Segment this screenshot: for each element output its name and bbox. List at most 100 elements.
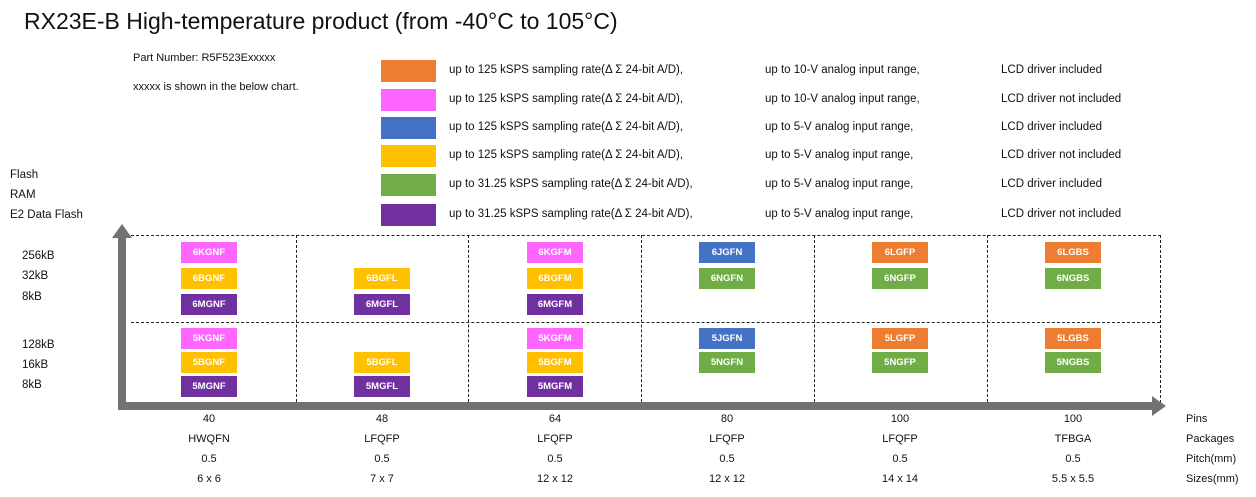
product-chip: 6NGFN (699, 268, 755, 289)
legend-swatch-blue (381, 117, 436, 139)
x-pitch-label: 0.5 (719, 453, 735, 465)
legend-range: up to 10-V analog input range, (765, 64, 920, 76)
product-chip: 6KGNF (181, 242, 237, 263)
legend-lcd: LCD driver included (1001, 178, 1102, 190)
product-chip: 5NGBS (1045, 352, 1101, 373)
product-chip: 5MGFM (527, 376, 583, 397)
product-chip: 6NGFP (872, 268, 928, 289)
x-size-label: 12 x 12 (708, 473, 746, 485)
y-row-label: 256kB (22, 250, 55, 262)
legend-range: up to 5-V analog input range, (765, 121, 914, 133)
x-package-label: HWQFN (188, 433, 230, 445)
x-size-label: 12 x 12 (536, 473, 574, 485)
x-pins-label: 48 (375, 413, 389, 425)
product-chip: 6MGFL (354, 294, 410, 315)
product-chip: 5KGNF (181, 328, 237, 349)
legend-rate: up to 125 kSPS sampling rate(Δ Σ 24-bit … (449, 149, 684, 161)
grid-column-divider (468, 235, 469, 407)
grid-column-divider (987, 235, 988, 407)
product-chip: 6MGFM (527, 294, 583, 315)
x-row-label: Pins (1186, 413, 1208, 425)
y-label-ram: RAM (10, 189, 36, 201)
page-title: RX23E-B High-temperature product (from -… (24, 8, 618, 34)
product-chip: 5NGFN (699, 352, 755, 373)
x-pitch-label: 0.5 (1065, 453, 1081, 465)
legend-range: up to 5-V analog input range, (765, 208, 914, 220)
legend-range: up to 5-V analog input range, (765, 178, 914, 190)
y-label-flash: Flash (10, 169, 39, 181)
legend-rate: up to 125 kSPS sampling rate(Δ Σ 24-bit … (449, 64, 684, 76)
part-note: xxxxx is shown in the below chart. (133, 81, 299, 93)
product-chip: 6BGFL (354, 268, 410, 289)
y-row-label: 32kB (22, 270, 49, 282)
legend-rate: up to 125 kSPS sampling rate(Δ Σ 24-bit … (449, 93, 684, 105)
y-axis-arrow (112, 224, 132, 410)
part-number: Part Number: R5F523Exxxxx (133, 52, 276, 64)
product-chip: 5BGFM (527, 352, 583, 373)
x-pitch-label: 0.5 (892, 453, 908, 465)
product-chip: 6JGFN (699, 242, 755, 263)
legend-lcd: LCD driver not included (1001, 93, 1122, 105)
legend-swatch-pink (381, 89, 436, 111)
legend-rate: up to 31.25 kSPS sampling rate(Δ Σ 24-bi… (449, 208, 693, 220)
x-pitch-label: 0.5 (374, 453, 390, 465)
x-pins-label: 40 (202, 413, 216, 425)
x-pins-label: 100 (890, 413, 910, 425)
product-chip: 5MGFL (354, 376, 410, 397)
product-chip: 5NGFP (872, 352, 928, 373)
legend-swatch-yellow (381, 145, 436, 167)
x-size-label: 14 x 14 (881, 473, 919, 485)
legend-swatch-orange (381, 60, 436, 82)
legend-lcd: LCD driver not included (1001, 208, 1122, 220)
product-chip: 6BGNF (181, 268, 237, 289)
x-package-label: LFQFP (882, 433, 918, 445)
product-chip: 5KGFM (527, 328, 583, 349)
y-row-label: 8kB (22, 291, 42, 303)
x-package-label: LFQFP (537, 433, 573, 445)
legend-lcd: LCD driver included (1001, 121, 1102, 133)
x-size-label: 7 x 7 (370, 473, 394, 485)
legend-range: up to 10-V analog input range, (765, 93, 920, 105)
x-size-label: 5.5 x 5.5 (1051, 473, 1095, 485)
grid-column-divider (814, 235, 815, 407)
x-row-label: Packages (1186, 433, 1235, 445)
product-chip: 5LGFP (872, 328, 928, 349)
grid-column-divider (296, 235, 297, 407)
y-row-label: 8kB (22, 379, 42, 391)
grid-divider (131, 322, 1160, 323)
y-label-e2: E2 Data Flash (10, 209, 83, 221)
x-package-label: LFQFP (364, 433, 400, 445)
x-size-label: 6 x 6 (197, 473, 221, 485)
product-chip: 5JGFN (699, 328, 755, 349)
product-chip: 5MGNF (181, 376, 237, 397)
product-chip: 6LGBS (1045, 242, 1101, 263)
x-pitch-label: 0.5 (547, 453, 563, 465)
x-row-label: Sizes(mm) (1186, 473, 1239, 485)
product-chip: 6MGNF (181, 294, 237, 315)
y-row-label: 128kB (22, 339, 55, 351)
x-package-label: TFBGA (1054, 433, 1092, 445)
legend-lcd: LCD driver not included (1001, 149, 1122, 161)
product-chip: 6KGFM (527, 242, 583, 263)
x-row-label: Pitch(mm) (1186, 453, 1237, 465)
x-axis-arrow (118, 396, 1166, 416)
legend-rate: up to 125 kSPS sampling rate(Δ Σ 24-bit … (449, 121, 684, 133)
x-pins-label: 80 (720, 413, 734, 425)
x-pins-label: 64 (548, 413, 562, 425)
x-pitch-label: 0.5 (201, 453, 217, 465)
legend-rate: up to 31.25 kSPS sampling rate(Δ Σ 24-bi… (449, 178, 693, 190)
product-chip: 6BGFM (527, 268, 583, 289)
legend-swatch-green (381, 174, 436, 196)
y-row-label: 16kB (22, 359, 49, 371)
product-chip: 5BGNF (181, 352, 237, 373)
grid-column-divider (641, 235, 642, 407)
product-chip: 5BGFL (354, 352, 410, 373)
legend-range: up to 5-V analog input range, (765, 149, 914, 161)
legend-lcd: LCD driver included (1001, 64, 1102, 76)
grid (131, 235, 1161, 408)
product-chip: 5LGBS (1045, 328, 1101, 349)
x-package-label: LFQFP (709, 433, 745, 445)
x-pins-label: 100 (1063, 413, 1083, 425)
legend-swatch-purple (381, 204, 436, 226)
